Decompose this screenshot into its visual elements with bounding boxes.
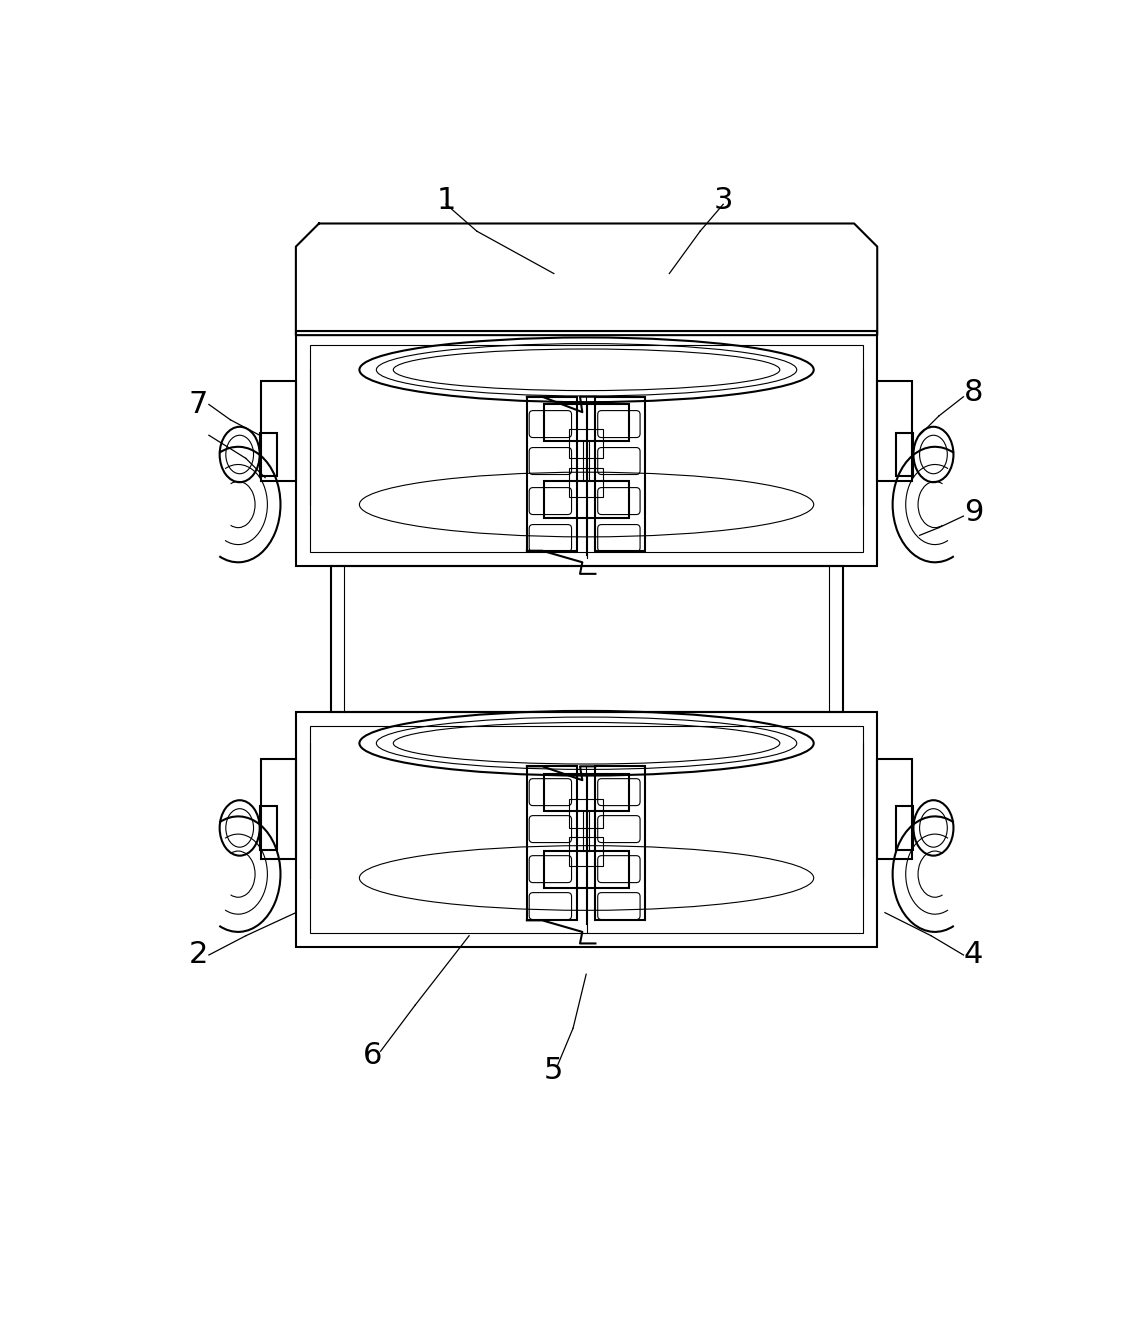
- Bar: [527, 396, 577, 551]
- Bar: [896, 433, 913, 475]
- Bar: [262, 759, 296, 859]
- Text: 1: 1: [437, 186, 456, 215]
- Bar: [544, 851, 629, 888]
- Bar: [544, 482, 629, 519]
- Bar: [310, 345, 863, 552]
- Bar: [296, 332, 877, 566]
- Bar: [330, 566, 842, 712]
- Text: 8: 8: [964, 378, 983, 407]
- Bar: [544, 404, 629, 441]
- Bar: [569, 468, 604, 497]
- Bar: [877, 382, 912, 482]
- Bar: [569, 429, 604, 458]
- Bar: [259, 433, 277, 475]
- Bar: [569, 838, 604, 867]
- Text: 9: 9: [964, 498, 983, 527]
- Text: 4: 4: [964, 940, 983, 969]
- Text: 7: 7: [189, 390, 208, 419]
- Text: 5: 5: [544, 1056, 563, 1085]
- Text: 3: 3: [713, 186, 733, 215]
- Bar: [569, 798, 604, 828]
- Bar: [877, 759, 912, 859]
- Bar: [296, 712, 877, 947]
- Bar: [310, 726, 863, 934]
- Bar: [259, 806, 277, 849]
- Bar: [262, 382, 296, 482]
- Bar: [596, 396, 646, 551]
- Bar: [527, 766, 577, 921]
- Bar: [544, 774, 629, 811]
- Text: 2: 2: [189, 940, 208, 969]
- Bar: [896, 806, 913, 849]
- Text: 6: 6: [363, 1040, 383, 1069]
- Bar: [596, 766, 646, 921]
